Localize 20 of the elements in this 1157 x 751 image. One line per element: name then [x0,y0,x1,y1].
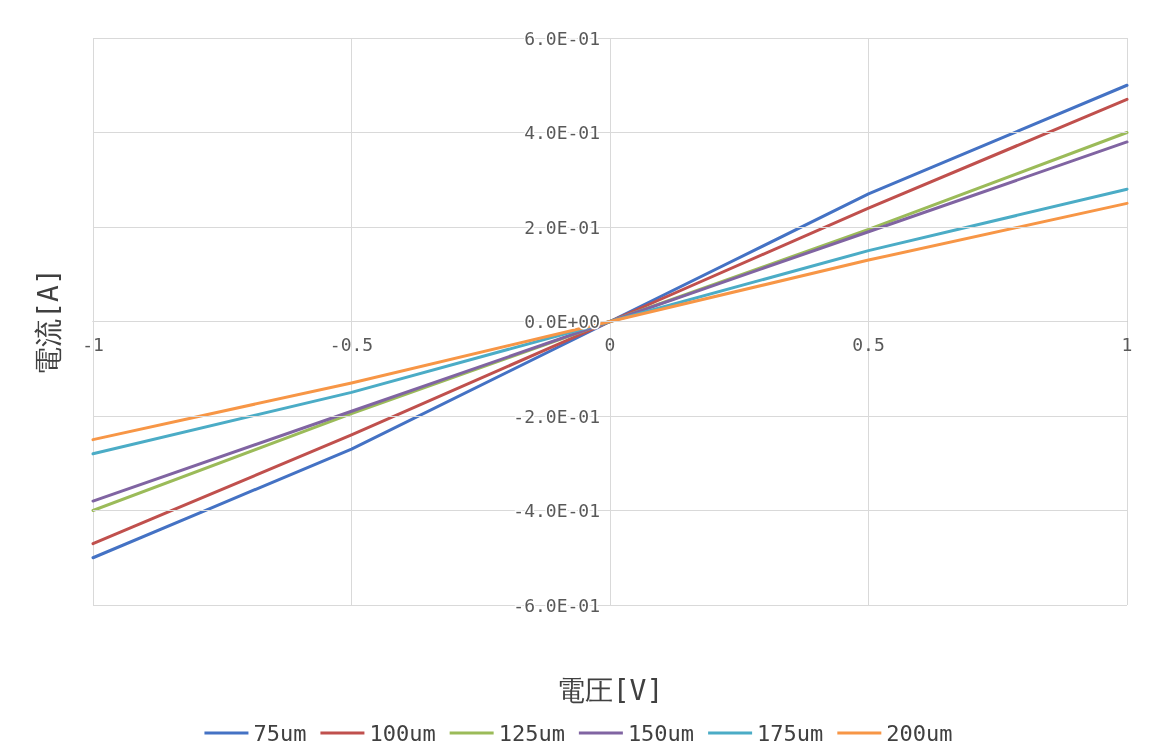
legend-label: 75um [253,720,307,746]
y-tick-label: 0.0E+00 [524,311,600,332]
legend-label: 100um [369,720,436,746]
x-axis-title: 電圧[V] [556,674,664,707]
x-tick-label: 0 [604,334,616,355]
legend-label: 175um [757,720,824,746]
y-tick-label: -2.0E-01 [513,405,600,427]
legend-label: 200um [886,720,953,746]
y-tick-label: 6.0E-01 [524,27,600,49]
legend-label: 150um [627,720,695,746]
y-tick-label: 2.0E-01 [524,216,600,238]
x-tick-label: 1 [1121,334,1133,355]
y-tick-label: -6.0E-01 [513,594,600,616]
legend-label: 125um [498,720,565,746]
x-tick-label: -0.5 [329,334,374,355]
y-tick-label: 4.0E-01 [524,122,600,143]
x-tick-label: -1 [82,334,104,355]
y-axis-title: 電流[A] [31,268,65,375]
x-tick-label: 0.5 [852,334,885,355]
y-tick-label: -4.0E-01 [513,500,600,521]
